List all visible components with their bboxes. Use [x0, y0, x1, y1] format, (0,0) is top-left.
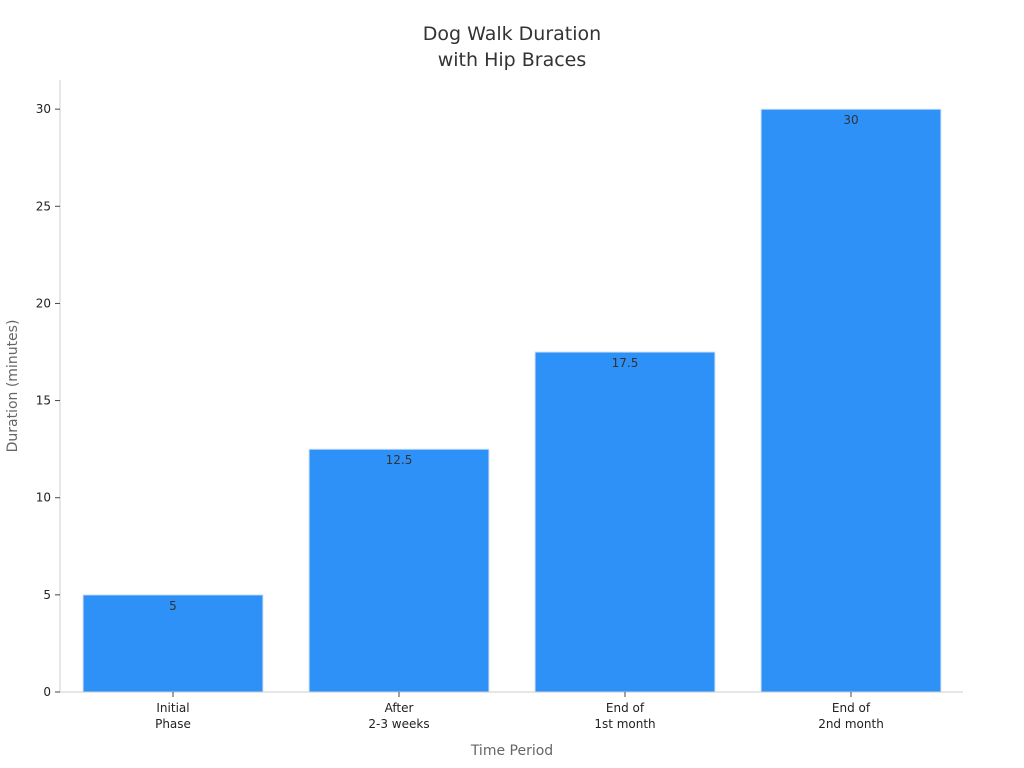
y-axis-label: Duration (minutes): [5, 320, 21, 453]
x-tick-label-1-0: After: [385, 701, 414, 715]
x-axis-label: Time Period: [470, 743, 553, 759]
x-tick-label-2-1: 1st month: [594, 717, 655, 731]
y-tick-label-2: 10: [36, 491, 51, 505]
bar-0: [82, 594, 264, 693]
bars-group: [82, 108, 942, 693]
x-tick-label-0-0: Initial: [156, 701, 189, 715]
x-tick-label-3-1: 2nd month: [818, 717, 884, 731]
y-tick-label-4: 20: [36, 296, 51, 310]
x-tick-label-0-1: Phase: [155, 717, 191, 731]
data-labels-group: 5 12.5 17.5 30: [169, 113, 858, 613]
x-ticks-group: Initial Phase After 2-3 weeks End of 1st mont…: [155, 692, 884, 731]
x-tick-label-3-0: End of: [832, 701, 871, 715]
data-label-1: 12.5: [386, 453, 413, 467]
x-tick-label-2-0: End of: [606, 701, 645, 715]
y-ticks-group: 0 5 10 15 20 25 30: [36, 102, 60, 699]
chart-title-line-1: Dog Walk Duration: [423, 23, 601, 45]
x-tick-label-1-1: 2-3 weeks: [368, 717, 429, 731]
y-tick-label-0: 0: [43, 685, 51, 699]
bar-2: [534, 351, 716, 693]
bar-1: [308, 448, 490, 693]
bar-3: [760, 108, 942, 693]
y-tick-label-6: 30: [36, 102, 51, 116]
y-tick-label-5: 25: [36, 199, 51, 213]
data-label-0: 5: [169, 599, 177, 613]
y-tick-label-3: 15: [36, 394, 51, 408]
chart-title-line-2: with Hip Braces: [438, 49, 587, 71]
data-label-2: 17.5: [612, 356, 639, 370]
data-label-3: 30: [843, 113, 858, 127]
y-tick-label-1: 5: [43, 588, 51, 602]
